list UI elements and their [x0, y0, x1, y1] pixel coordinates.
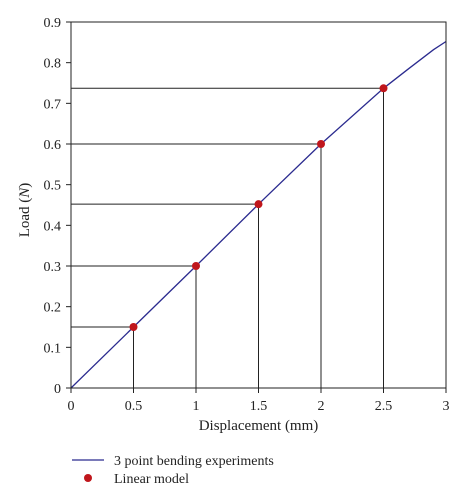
y-tick-label: 0	[54, 382, 61, 397]
x-tick-label: 0.5	[125, 399, 143, 414]
y-tick-label: 0.2	[44, 301, 62, 316]
axis-ticks	[66, 21, 447, 393]
y-tick-label: 0.6	[44, 138, 62, 153]
legend-point-swatch	[84, 474, 92, 482]
model-point	[192, 262, 200, 270]
legend: 3 point bending experiments Linear model	[72, 454, 274, 487]
model-point	[379, 84, 388, 93]
y-axis-label: Load (N)	[17, 183, 33, 238]
model-point	[317, 140, 325, 148]
x-tick-label: 1	[193, 399, 200, 414]
y-tick-label: 0.9	[44, 16, 62, 31]
legend-label-linear-model: Linear model	[114, 472, 189, 487]
y-tick-label: 0.4	[44, 219, 62, 234]
reference-lines	[71, 87, 384, 388]
x-tick-labels: 0 0.5 1 1.5 2 2.5 3	[68, 399, 450, 414]
x-tick-label: 2	[318, 399, 325, 414]
x-axis-label: Displacement (mm)	[199, 418, 319, 434]
x-tick-label: 0	[68, 399, 75, 414]
legend-label-experiments: 3 point bending experiments	[114, 454, 274, 469]
y-tick-label: 0.8	[44, 57, 62, 72]
y-tick-label: 0.5	[44, 179, 62, 194]
y-tick-label: 0.1	[44, 341, 62, 356]
x-tick-label: 2.5	[375, 399, 393, 414]
y-tick-labels: 0 0.1 0.2 0.3 0.4 0.5 0.6 0.7 0.8 0.9	[44, 16, 62, 397]
x-tick-label: 1.5	[250, 399, 268, 414]
y-tick-label: 0.7	[44, 97, 62, 112]
model-points	[129, 84, 388, 331]
x-tick-label: 3	[443, 399, 450, 414]
model-point	[254, 200, 263, 209]
model-point	[129, 323, 138, 331]
y-tick-label: 0.3	[44, 260, 62, 275]
